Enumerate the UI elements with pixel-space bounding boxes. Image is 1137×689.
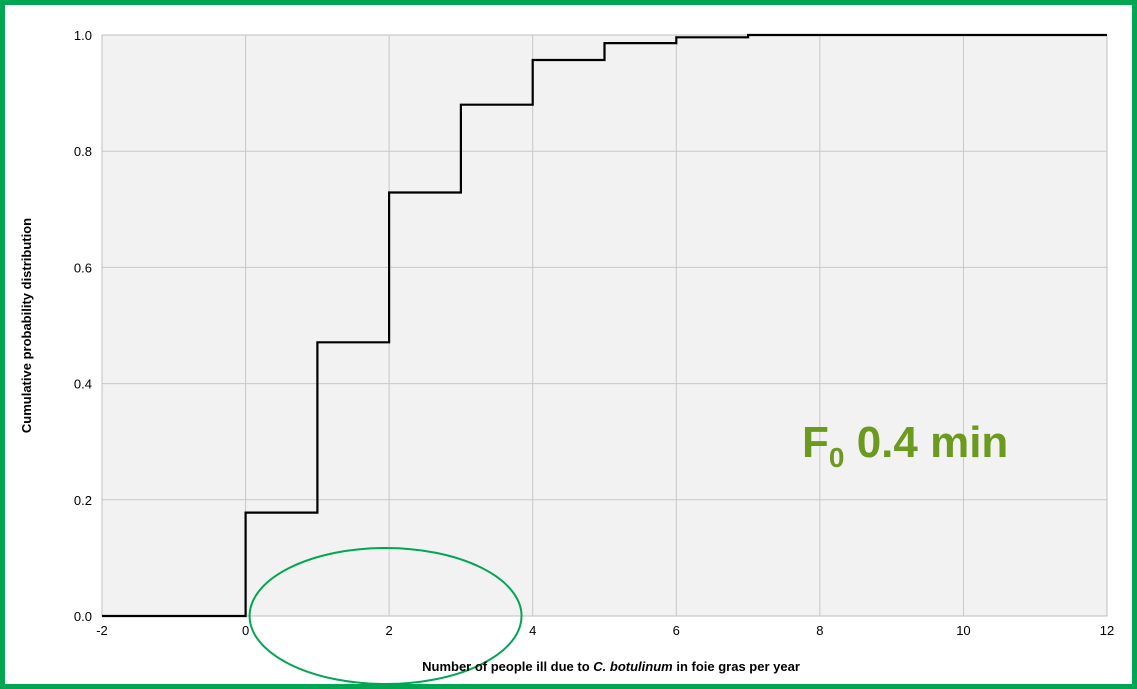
y-axis-title: Cumulative probability distribution xyxy=(19,218,34,433)
x-axis-title-italic: C. botulinum xyxy=(593,659,673,674)
x-axis-title: Number of people ill due to C. botulinum… xyxy=(422,659,800,674)
annotation-main: F xyxy=(802,418,829,467)
annotation-rest: 0.4 min xyxy=(844,418,1008,467)
x-tick-label: 4 xyxy=(529,623,536,638)
x-tick-labels: -2 0 2 4 6 8 10 12 xyxy=(96,623,1114,638)
f0-annotation: F0 0.4 min xyxy=(802,418,1008,473)
y-tick-label: 1.0 xyxy=(74,28,92,43)
x-tick-label: 6 xyxy=(673,623,680,638)
highlight-ellipse xyxy=(248,547,523,684)
x-axis-title-after: in foie gras per year xyxy=(673,659,800,674)
y-tick-label: 0.8 xyxy=(74,144,92,159)
x-tick-label: -2 xyxy=(96,623,108,638)
x-tick-label: 12 xyxy=(1100,623,1114,638)
y-tick-label: 0.2 xyxy=(74,493,92,508)
plot-area xyxy=(102,35,1107,616)
x-tick-label: 10 xyxy=(956,623,970,638)
x-axis-title-before: Number of people ill due to xyxy=(422,659,593,674)
cdf-step-line xyxy=(102,33,1107,618)
y-tick-labels: 0.0 0.2 0.4 0.6 0.8 1.0 xyxy=(74,28,92,624)
x-tick-label: 0 xyxy=(242,623,249,638)
y-tick-label: 0.6 xyxy=(74,260,92,275)
plot-border xyxy=(101,34,1108,617)
x-tick-label: 2 xyxy=(386,623,393,638)
annotation-subscript: 0 xyxy=(829,442,845,473)
cdf-chart: -2 0 2 4 6 8 10 12 0.00.20.40.60.81.0 F0 0.4 mi… xyxy=(19,28,1114,684)
y-tick-label: 0.4 xyxy=(74,377,92,392)
x-tick-label: 8 xyxy=(816,623,823,638)
y-tick-label: 0.0 xyxy=(74,609,92,624)
